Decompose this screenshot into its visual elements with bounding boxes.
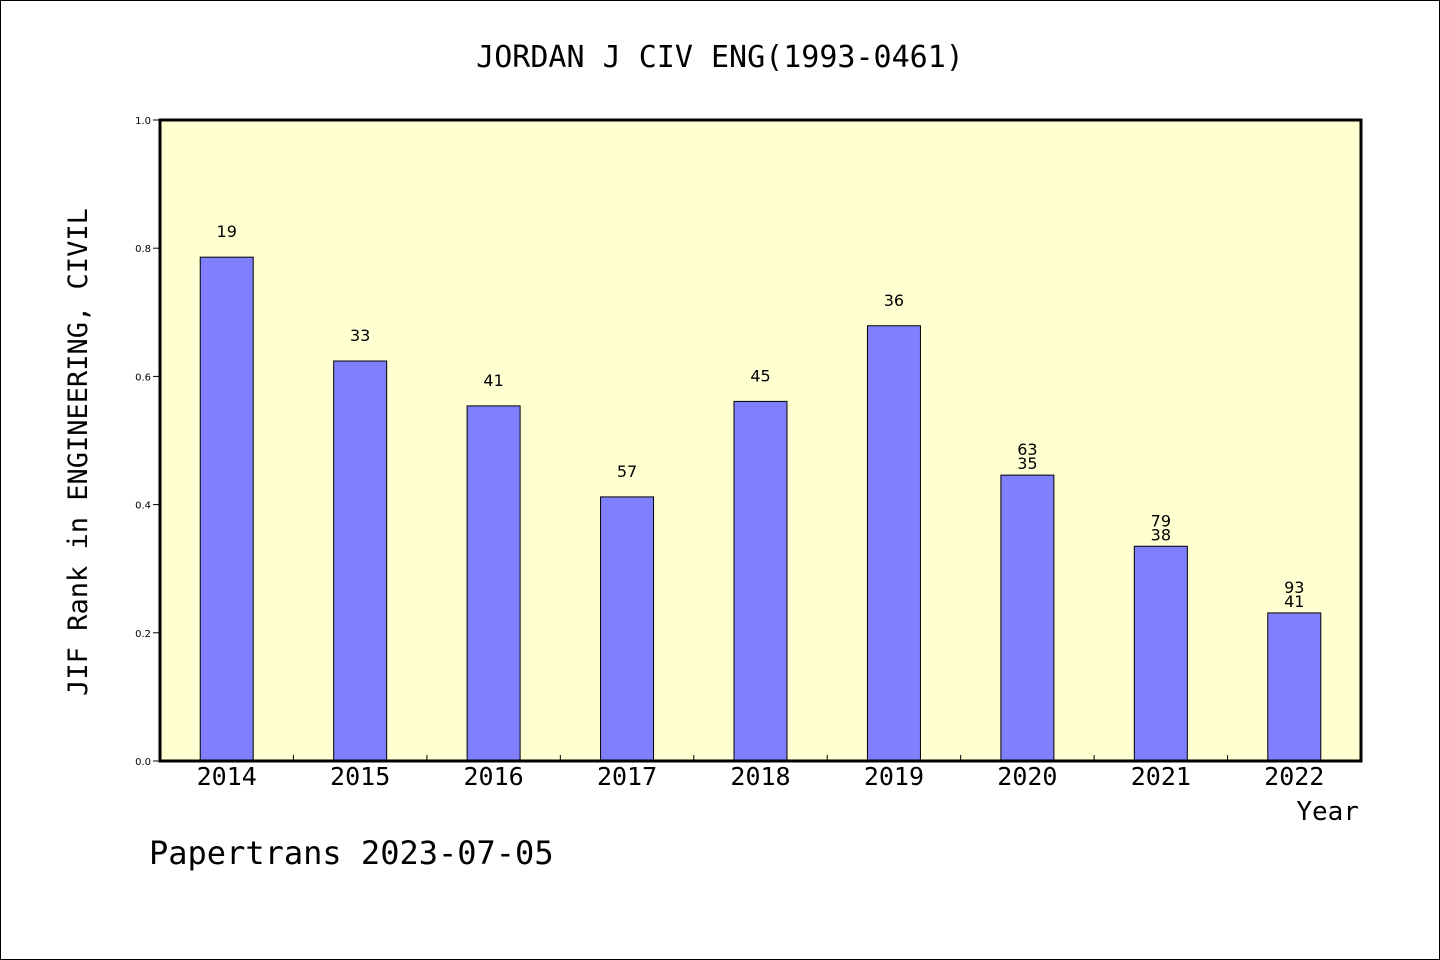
x-axis: 2014 2015 2016 2017 2018 2019 2020 2021 2022 [197,755,1324,791]
bar-label-top: 41 [483,371,503,390]
bar-2021 [1133,545,1188,762]
bar-2019 [866,325,921,762]
y-axis: 0.0 0.2 0.4 0.6 0.8 1.0 [135,116,160,768]
x-tick-label: 2019 [864,762,924,791]
y-tick-label: 0.8 [135,244,151,255]
bar-2018 [733,400,788,762]
y-tick-label: 1.0 [135,116,151,127]
bar-label-top: 63 [1017,440,1037,459]
bar-label-top: 33 [350,326,370,345]
x-tick-label: 2016 [464,762,524,791]
x-tick-label: 2018 [730,762,790,791]
x-tick-label: 2020 [997,762,1057,791]
bar-label-top: 93 [1284,578,1304,597]
bar-label-bottom: 38 [1151,525,1171,544]
bar-label-top: 19 [217,222,237,241]
footer-credit: Papertrans 2023-07-05 [149,834,554,872]
bar-label-top: 36 [884,291,904,310]
bar-2016 [466,405,521,762]
bar-label-bottom: 41 [1284,592,1304,611]
y-tick-label: 0.6 [135,372,151,383]
bar-label-top: 79 [1151,511,1171,530]
x-tick-label: 2022 [1264,762,1324,791]
bar-2015 [333,360,388,762]
x-tick-label: 2015 [330,762,390,791]
y-tick-label: 0.4 [135,501,151,512]
bar-2014 [199,256,254,762]
y-axis-label: JIF Rank in ENGINEERING, CIVIL [63,208,94,696]
y-tick-label: 0.0 [135,757,151,768]
x-tick-label: 2017 [597,762,657,791]
bar-2017 [600,496,655,762]
chart-title: JORDAN J CIV ENG(1993-0461) [476,40,964,75]
bar-2022 [1267,612,1322,762]
y-tick-label: 0.2 [135,629,151,640]
bar-2020 [1000,474,1055,762]
x-axis-label: Year [1296,797,1359,827]
x-tick-label: 2021 [1131,762,1191,791]
bar-label-top: 45 [750,366,770,385]
bar-label-top: 57 [617,462,637,481]
bar-label-bottom: 35 [1017,454,1037,473]
x-tick-label: 2014 [197,762,257,791]
plot-border [158,118,1363,763]
